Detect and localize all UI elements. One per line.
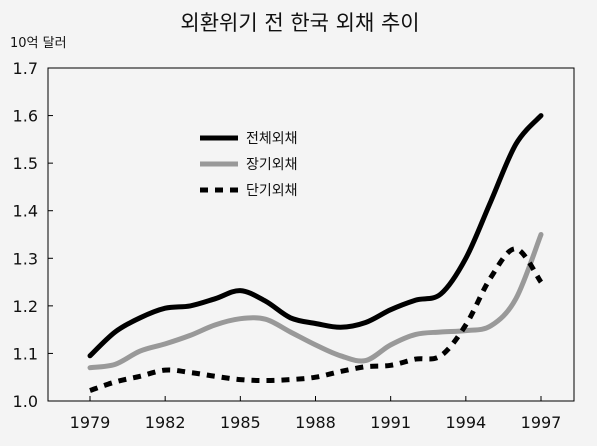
legend-label-long-term-debt: 장기외채 <box>246 157 298 173</box>
y-tick-label: 1.4 <box>13 202 38 221</box>
y-axis-ticks: 1.0 1.1 1.2 1.3 1.4 1.5 1.6 1.7 <box>13 59 53 411</box>
y-tick-label: 1.3 <box>13 249 38 268</box>
x-axis-ticks: 1979 1982 1985 1988 1991 1994 1997 <box>70 396 562 432</box>
total-debt-line <box>87 113 544 359</box>
y-tick-label: 1.2 <box>13 297 38 316</box>
y-tick-label: 1.5 <box>13 154 38 173</box>
y-tick-label: 1.6 <box>13 107 38 126</box>
long-term-debt-line <box>87 232 544 371</box>
y-tick-label: 1.7 <box>13 59 38 78</box>
x-tick-label: 1982 <box>145 413 186 432</box>
y-tick-label: 1.1 <box>13 344 38 363</box>
series-lines <box>87 113 544 393</box>
chart-title: 외환위기 전 한국 외채 추이 <box>180 11 419 35</box>
x-tick-label: 1991 <box>370 413 411 432</box>
y-axis-label: 10억 달러 <box>10 36 67 51</box>
legend-label-short-term-debt: 단기외채 <box>246 183 298 199</box>
short-term-debt-line <box>89 246 544 393</box>
legend-label-total-debt: 전체외채 <box>246 131 298 147</box>
plot-frame <box>47 67 575 402</box>
x-tick-label: 1985 <box>220 413 261 432</box>
x-tick-label: 1988 <box>295 413 336 432</box>
x-tick-label: 1994 <box>445 413 486 432</box>
x-tick-label: 1979 <box>70 413 111 432</box>
x-tick-label: 1997 <box>521 413 562 432</box>
y-tick-label: 1.0 <box>13 392 38 411</box>
